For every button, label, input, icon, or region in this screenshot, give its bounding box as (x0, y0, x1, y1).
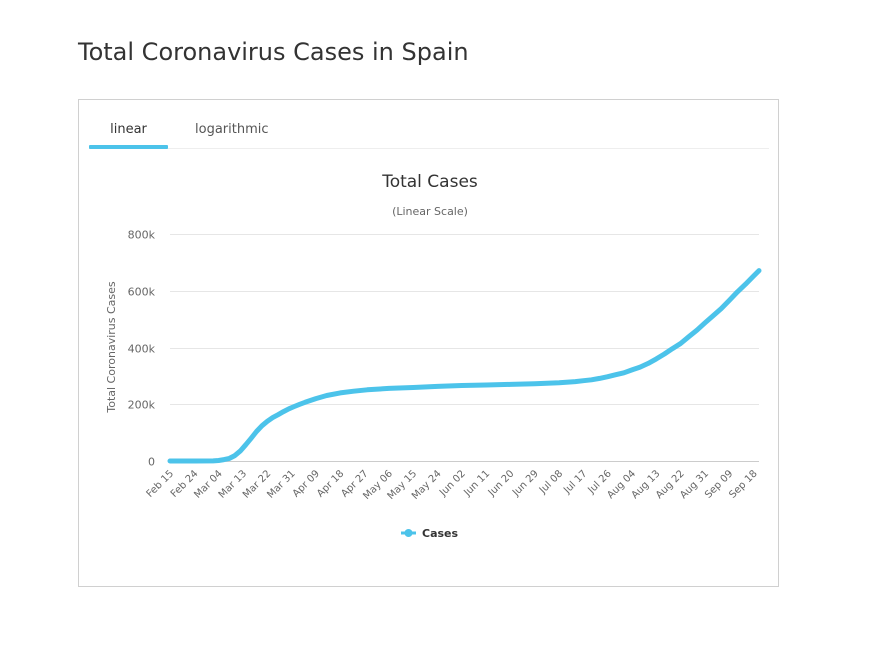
legend[interactable]: Cases (401, 527, 459, 540)
legend-marker (404, 529, 413, 537)
y-axis-label: Total Coronavirus Cases (105, 281, 118, 414)
legend-label-cases: Cases (422, 527, 459, 540)
scale-tabs: linear logarithmic (89, 110, 769, 149)
y-tick-label: 400k (128, 343, 156, 356)
x-tick-label: Jun 02 (437, 468, 468, 499)
x-tick-label: Jul 17 (561, 468, 589, 496)
x-tick-label: Jun 20 (486, 468, 517, 499)
chart-panel: linear logarithmic (78, 99, 779, 587)
chart-subtitle: (Linear Scale) (392, 205, 468, 218)
x-tick-label: Jul 08 (537, 468, 565, 496)
y-tick-label: 0 (148, 456, 155, 469)
x-tick-label: Jun 11 (461, 468, 492, 499)
x-tick-label: Jun 29 (510, 468, 541, 499)
chart-title: Total Cases (381, 172, 478, 192)
y-tick-label: 800k (128, 229, 156, 242)
tab-logarithmic[interactable]: logarithmic (195, 122, 269, 137)
tab-linear[interactable]: linear (89, 122, 168, 149)
page-title: Total Coronavirus Cases in Spain (78, 38, 469, 66)
y-tick-label: 600k (128, 286, 156, 299)
y-tick-label: 200k (128, 399, 156, 412)
series-line-cases[interactable] (167, 268, 762, 464)
